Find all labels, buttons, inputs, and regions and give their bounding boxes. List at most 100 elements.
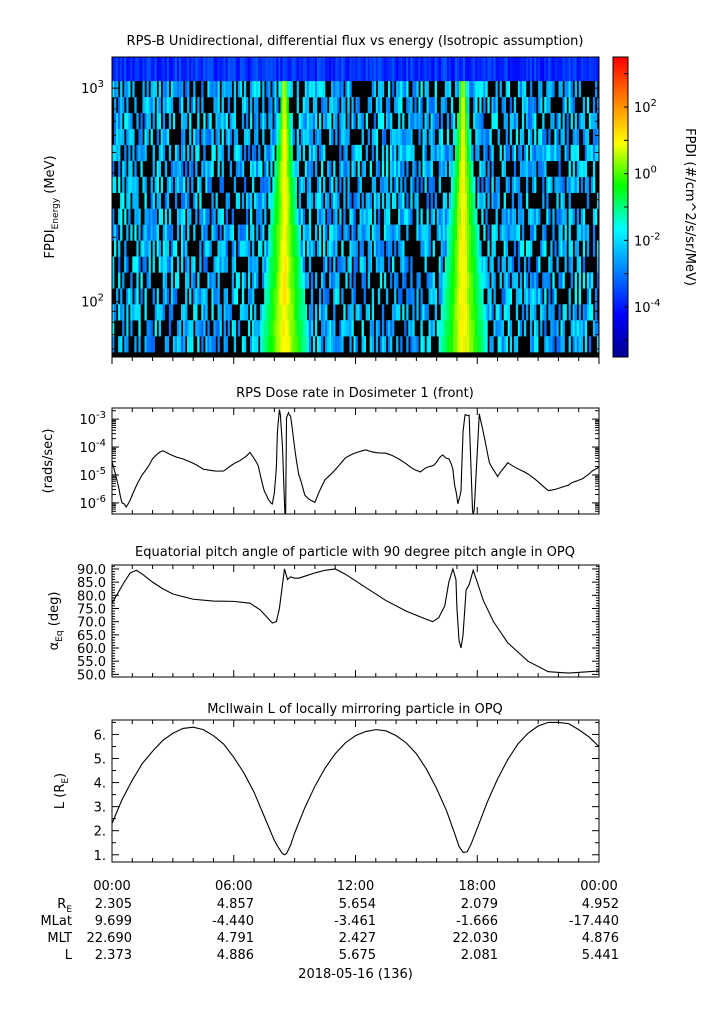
spectrogram-cell xyxy=(247,144,251,162)
spectrogram-cell xyxy=(296,304,299,321)
colorbar-swatch xyxy=(613,175,628,178)
colorbar-swatch xyxy=(613,183,628,186)
colorbar-swatch xyxy=(613,235,628,238)
spectrogram-cell xyxy=(365,144,368,162)
spectrogram-cell xyxy=(385,144,389,162)
spectrogram-cell xyxy=(505,224,508,241)
spectrogram-cell xyxy=(272,176,275,193)
spectrogram-cell xyxy=(278,224,281,241)
spectrogram-cell xyxy=(536,336,539,353)
spectrogram-cell xyxy=(576,160,580,178)
spectrogram-cell xyxy=(201,288,204,305)
spectrogram-cell xyxy=(420,176,423,193)
spectrogram-cell xyxy=(195,304,198,321)
spectrogram-cell xyxy=(227,96,230,114)
spectrogram-cell xyxy=(534,288,537,305)
spectrogram-cell xyxy=(523,256,527,273)
spectrogram-cell xyxy=(223,57,226,82)
spectrogram-cell xyxy=(523,81,527,98)
spectrogram-cell xyxy=(461,192,464,209)
y-tick-label: 3. xyxy=(94,801,106,816)
spectrogram-cell xyxy=(239,57,243,82)
spectrogram-cell xyxy=(420,96,423,114)
spectrogram-cell xyxy=(318,144,322,162)
spectrogram-cell xyxy=(170,57,174,82)
spectrogram-cell xyxy=(410,112,413,130)
spectrogram-cell xyxy=(132,144,135,162)
spectrogram-cell xyxy=(247,272,251,289)
spectrogram-cell xyxy=(578,256,582,273)
spectrogram-cell xyxy=(258,208,261,225)
spectrogram-cell xyxy=(205,240,208,257)
spectrogram-cell xyxy=(213,256,216,273)
spectrogram-cell xyxy=(590,272,594,289)
spectrogram-cell xyxy=(156,192,159,209)
spectrogram-cell xyxy=(513,160,517,178)
spectrogram-cell xyxy=(367,272,371,289)
spectrogram-cell xyxy=(400,336,403,353)
spectrogram-cell xyxy=(126,176,129,193)
spectrogram-cell xyxy=(438,336,442,353)
spectrogram-cell xyxy=(400,208,403,225)
colorbar-swatch xyxy=(613,317,628,320)
colorbar-swatch xyxy=(613,309,628,312)
spectrogram-cell xyxy=(426,336,429,353)
spectrogram-cell xyxy=(201,336,204,353)
spectrogram-cell xyxy=(300,240,304,257)
spectrogram-cell xyxy=(544,336,547,353)
spectrogram-cell xyxy=(345,272,348,289)
spectrogram-cell xyxy=(385,57,389,82)
spectrogram-cell xyxy=(233,336,237,353)
spectrogram-cell xyxy=(414,192,417,209)
spectrogram-cell xyxy=(576,128,580,146)
spectrogram-cell xyxy=(341,256,344,273)
spectrogram-cell xyxy=(114,96,117,114)
panel1-xticks xyxy=(111,357,600,364)
spectrogram-cell xyxy=(353,240,356,257)
spectrogram-cell xyxy=(377,112,381,130)
spectrogram-cell xyxy=(400,160,403,178)
spectrogram-cell xyxy=(193,304,196,321)
spectrogram-cell xyxy=(402,208,405,225)
spectrogram-cell xyxy=(456,208,460,225)
spectrogram-cell xyxy=(525,304,529,321)
spectrogram-cell xyxy=(180,304,184,321)
spectrogram-cell xyxy=(252,144,255,162)
spectrogram-cell xyxy=(416,304,419,321)
spectrogram-cell xyxy=(521,128,525,146)
spectrogram-cell xyxy=(347,112,350,130)
spectrogram-cell xyxy=(475,240,478,257)
colorbar-swatch xyxy=(613,105,628,108)
spectrogram-cell xyxy=(586,224,590,241)
spectrogram-cell xyxy=(361,256,364,273)
spectrogram-cell xyxy=(467,240,470,257)
spectrogram-cell xyxy=(402,128,405,146)
spectrogram-cell xyxy=(473,112,476,130)
spectrogram-cell xyxy=(436,112,439,130)
spectrogram-cell xyxy=(223,112,226,130)
spectrogram-cell xyxy=(207,272,210,289)
spectrogram-cell xyxy=(333,224,336,241)
spectrogram-cell xyxy=(353,256,356,273)
spectrogram-cell xyxy=(552,57,555,82)
spectrogram-cell xyxy=(197,57,200,82)
spectrogram-cell xyxy=(558,208,561,225)
spectrogram-cell xyxy=(369,96,373,114)
spectrogram-cell xyxy=(515,176,519,193)
spectrogram-cell xyxy=(505,57,508,82)
spectrogram-cell xyxy=(509,224,513,241)
spectrogram-cell xyxy=(329,112,332,130)
spectrogram-cell xyxy=(430,272,433,289)
spectrogram-cell xyxy=(365,224,368,241)
spectrogram-cell xyxy=(548,304,551,321)
spectrogram-cell xyxy=(454,144,458,162)
spectrogram-cell xyxy=(176,336,180,353)
spectrogram-cell xyxy=(209,240,212,257)
spectrogram-cell xyxy=(369,240,373,257)
spectrogram-cell xyxy=(400,144,403,162)
spectrogram-cell xyxy=(260,320,263,337)
spectrogram-cell xyxy=(404,256,407,273)
spectrogram-cell xyxy=(495,176,498,193)
spectrogram-cell xyxy=(507,144,511,162)
spectrogram-cell xyxy=(116,57,119,82)
